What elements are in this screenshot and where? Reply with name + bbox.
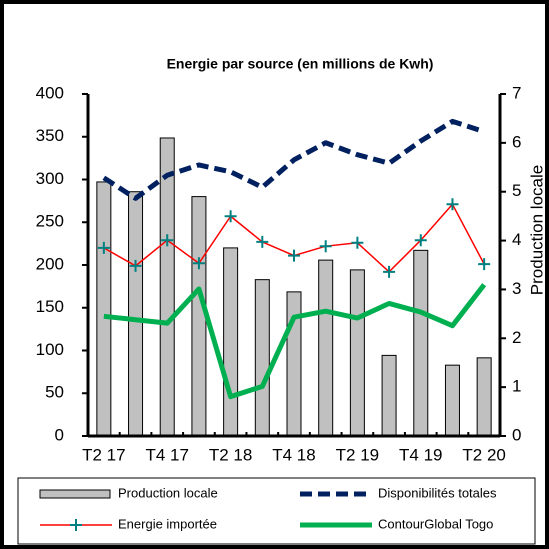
x-tick-label: T4 19: [399, 445, 442, 464]
legend-label: ContourGlobal Togo: [378, 516, 493, 531]
bar: [223, 247, 239, 437]
legend-swatch: [39, 489, 111, 499]
bar: [96, 181, 112, 437]
legend-label: Production locale: [118, 485, 218, 500]
bar: [444, 364, 460, 437]
y-tick-label: 100: [36, 340, 64, 359]
bar: [254, 279, 270, 437]
y-tick-label: 250: [36, 212, 64, 231]
bar: [128, 191, 144, 437]
marker: [319, 240, 332, 253]
y2-tick-label: 2: [512, 328, 521, 347]
x-tick-label: T2 19: [336, 445, 379, 464]
chart-title: Energie par source (en millions de Kwh): [167, 56, 434, 72]
y2-tick-label: 5: [512, 181, 521, 200]
y-tick-label: 0: [55, 425, 64, 444]
x-tick-label: T2 20: [462, 445, 505, 464]
y2-tick-label: 7: [512, 83, 521, 102]
marker: [256, 235, 269, 248]
y2-tick-label: 4: [512, 230, 521, 249]
bar: [159, 137, 175, 437]
legend: [17, 477, 536, 545]
marker: [224, 210, 237, 223]
x-tick-label: T2 18: [209, 445, 252, 464]
x-tick-label: T4 17: [145, 445, 188, 464]
legend-label: Disponibilités totales: [378, 485, 497, 500]
line-series: [103, 283, 487, 400]
y2-tick-label: 6: [512, 132, 521, 151]
y-tick-label: 400: [36, 83, 64, 102]
y-tick-label: 350: [36, 126, 64, 145]
line-series: [102, 118, 485, 201]
y-tick-label: 50: [45, 383, 64, 402]
marker: [192, 257, 205, 270]
marker: [414, 234, 427, 247]
marker: [161, 234, 174, 247]
legend-marker: [70, 519, 82, 531]
y-tick-label: 300: [36, 169, 64, 188]
bar: [413, 249, 429, 437]
y2-axis-label: Production locale: [527, 165, 546, 295]
y2-tick-label: 1: [512, 377, 521, 396]
bar: [349, 269, 365, 437]
bar: [476, 357, 492, 437]
marker: [351, 236, 364, 249]
y-tick-label: 150: [36, 297, 64, 316]
y-tick-label: 200: [36, 254, 64, 273]
x-tick-label: T4 18: [272, 445, 315, 464]
marker: [288, 249, 300, 262]
bar: [191, 196, 207, 437]
marker: [97, 241, 110, 254]
x-tick-label: T2 17: [82, 445, 125, 464]
marker: [383, 265, 396, 278]
bar: [381, 354, 397, 437]
bar: [286, 291, 302, 437]
marker: [478, 258, 491, 271]
legend-label: Energie importée: [118, 516, 217, 531]
y2-tick-label: 3: [512, 279, 521, 298]
marker: [446, 198, 459, 211]
marker: [129, 259, 142, 272]
bar: [318, 259, 334, 437]
y2-tick-label: 0: [512, 425, 521, 444]
